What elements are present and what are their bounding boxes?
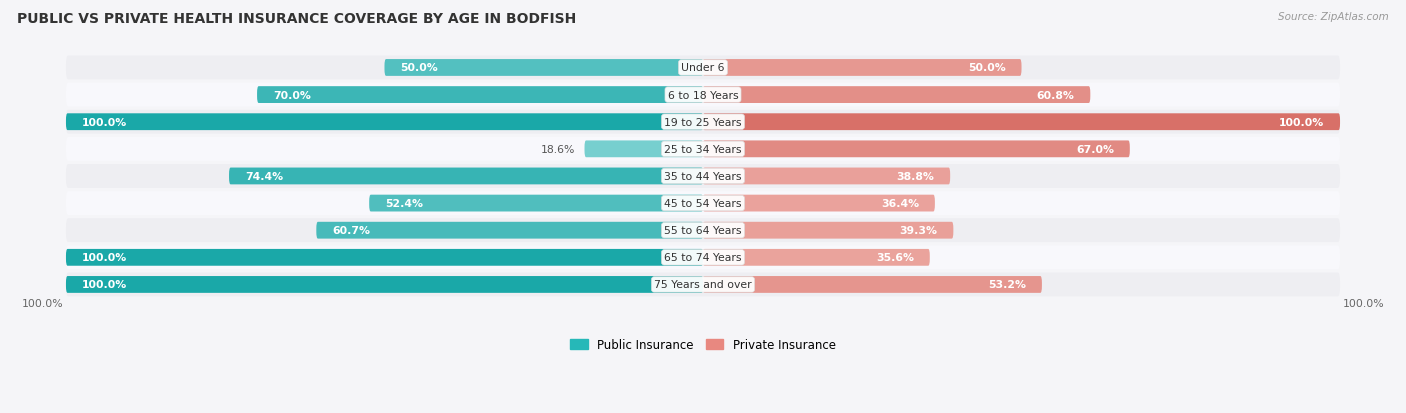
Text: 52.4%: 52.4% [385, 199, 423, 209]
FancyBboxPatch shape [703, 222, 953, 239]
FancyBboxPatch shape [66, 111, 1340, 134]
Text: 45 to 54 Years: 45 to 54 Years [664, 199, 742, 209]
Text: 25 to 34 Years: 25 to 34 Years [664, 145, 742, 154]
FancyBboxPatch shape [703, 141, 1130, 158]
FancyBboxPatch shape [384, 60, 703, 77]
FancyBboxPatch shape [66, 219, 1340, 242]
Text: 35.6%: 35.6% [876, 253, 914, 263]
Text: 19 to 25 Years: 19 to 25 Years [664, 117, 742, 127]
FancyBboxPatch shape [703, 114, 1340, 131]
FancyBboxPatch shape [66, 57, 1340, 80]
FancyBboxPatch shape [66, 273, 1340, 297]
Text: 100.0%: 100.0% [82, 280, 127, 290]
Legend: Public Insurance, Private Insurance: Public Insurance, Private Insurance [565, 333, 841, 356]
Text: 100.0%: 100.0% [1343, 298, 1385, 308]
FancyBboxPatch shape [66, 276, 703, 293]
Text: 75 Years and over: 75 Years and over [654, 280, 752, 290]
Text: 100.0%: 100.0% [1279, 117, 1324, 127]
Text: 74.4%: 74.4% [245, 171, 283, 182]
FancyBboxPatch shape [703, 249, 929, 266]
FancyBboxPatch shape [66, 83, 1340, 107]
Text: 65 to 74 Years: 65 to 74 Years [664, 253, 742, 263]
FancyBboxPatch shape [703, 195, 935, 212]
Text: 36.4%: 36.4% [880, 199, 920, 209]
Text: 39.3%: 39.3% [900, 225, 938, 236]
FancyBboxPatch shape [66, 249, 703, 266]
Text: 35 to 44 Years: 35 to 44 Years [664, 171, 742, 182]
Text: 50.0%: 50.0% [967, 63, 1005, 73]
FancyBboxPatch shape [66, 138, 1340, 161]
FancyBboxPatch shape [316, 222, 703, 239]
FancyBboxPatch shape [66, 114, 703, 131]
Text: 53.2%: 53.2% [988, 280, 1026, 290]
FancyBboxPatch shape [370, 195, 703, 212]
Text: Source: ZipAtlas.com: Source: ZipAtlas.com [1278, 12, 1389, 22]
FancyBboxPatch shape [703, 276, 1042, 293]
Text: 50.0%: 50.0% [401, 63, 439, 73]
Text: 60.7%: 60.7% [332, 225, 370, 236]
Text: 6 to 18 Years: 6 to 18 Years [668, 90, 738, 100]
FancyBboxPatch shape [703, 87, 1090, 104]
Text: PUBLIC VS PRIVATE HEALTH INSURANCE COVERAGE BY AGE IN BODFISH: PUBLIC VS PRIVATE HEALTH INSURANCE COVER… [17, 12, 576, 26]
Text: 100.0%: 100.0% [82, 253, 127, 263]
Text: 18.6%: 18.6% [540, 145, 575, 154]
FancyBboxPatch shape [66, 165, 1340, 188]
FancyBboxPatch shape [229, 168, 703, 185]
FancyBboxPatch shape [257, 87, 703, 104]
FancyBboxPatch shape [585, 141, 703, 158]
Text: 38.8%: 38.8% [897, 171, 934, 182]
FancyBboxPatch shape [66, 192, 1340, 216]
FancyBboxPatch shape [66, 246, 1340, 270]
Text: 70.0%: 70.0% [273, 90, 311, 100]
Text: 60.8%: 60.8% [1036, 90, 1074, 100]
Text: 55 to 64 Years: 55 to 64 Years [664, 225, 742, 236]
Text: 67.0%: 67.0% [1076, 145, 1114, 154]
FancyBboxPatch shape [703, 60, 1022, 77]
FancyBboxPatch shape [703, 168, 950, 185]
Text: Under 6: Under 6 [682, 63, 724, 73]
Text: 100.0%: 100.0% [82, 117, 127, 127]
Text: 100.0%: 100.0% [21, 298, 63, 308]
